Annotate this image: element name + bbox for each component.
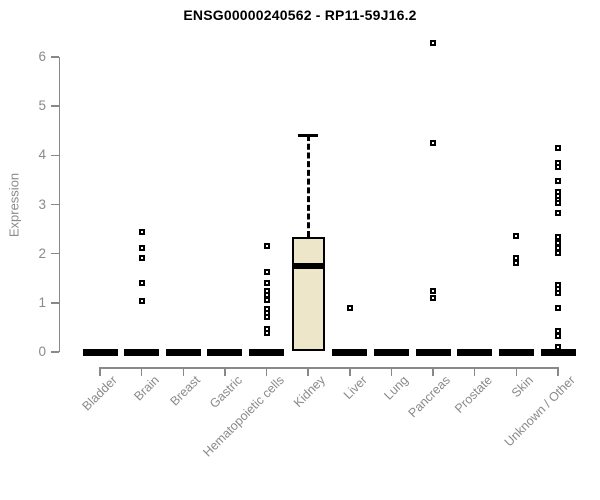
x-tick — [515, 367, 518, 376]
outlier-point — [555, 209, 561, 216]
x-tick — [390, 367, 393, 376]
outlier-point — [138, 297, 145, 304]
x-tick — [265, 367, 268, 376]
y-tick — [51, 154, 59, 157]
box — [291, 237, 325, 351]
x-tick — [140, 367, 143, 376]
outlier-point — [263, 280, 270, 287]
x-category-label: Pancreas — [405, 373, 453, 421]
x-category-label: Liver — [340, 373, 370, 403]
y-tick — [51, 105, 59, 107]
x-tick — [349, 367, 351, 376]
outlier-point — [138, 245, 145, 252]
collapsed-box-bar — [540, 348, 576, 356]
outlier-point — [555, 144, 561, 151]
outlier-point — [555, 239, 561, 246]
collapsed-box-bar — [415, 348, 451, 356]
y-tick — [51, 302, 59, 304]
y-tick-label: 3 — [38, 196, 46, 212]
y-tick-label: 1 — [38, 294, 46, 310]
y-tick-label: 6 — [38, 49, 46, 64]
outlier-point — [346, 304, 353, 311]
y-tick — [51, 56, 59, 58]
outlier-point — [263, 329, 270, 336]
x-tick — [557, 367, 559, 376]
collapsed-box-bar — [82, 348, 118, 356]
outlier-point — [555, 233, 561, 240]
y-tick-label: 0 — [38, 344, 46, 359]
x-axis-line — [100, 367, 558, 369]
whisker-line — [306, 135, 310, 238]
y-tick-label: 2 — [38, 245, 46, 261]
x-tick — [99, 367, 101, 376]
outlier-point — [138, 255, 145, 262]
outlier-point — [138, 229, 145, 236]
x-tick — [182, 367, 185, 376]
outlier-point — [555, 177, 561, 184]
x-tick — [473, 367, 476, 376]
collapsed-box-bar — [498, 348, 534, 356]
outlier-point — [263, 268, 270, 275]
outlier-point — [430, 288, 437, 295]
x-category-label: Prostate — [451, 373, 495, 416]
median-line — [291, 263, 325, 270]
whisker-cap — [298, 133, 319, 137]
x-tick — [224, 367, 226, 376]
outlier-point — [555, 290, 561, 296]
outlier-point — [513, 232, 520, 239]
y-tick — [51, 351, 59, 353]
y-tick — [51, 252, 59, 255]
x-tick — [432, 367, 434, 376]
outlier-point — [555, 333, 561, 340]
outlier-point — [263, 313, 270, 320]
collapsed-box-bar — [332, 348, 368, 356]
y-tick-label: 4 — [38, 147, 46, 163]
outlier-point — [555, 250, 561, 257]
collapsed-box-bar — [207, 348, 243, 356]
collapsed-box-bar — [249, 348, 285, 356]
x-category-label: Breast — [167, 373, 204, 409]
y-tick — [51, 203, 59, 206]
x-tick — [307, 367, 309, 376]
outlier-point — [555, 200, 561, 207]
collapsed-box-bar — [373, 348, 409, 356]
outlier-point — [138, 280, 145, 287]
x-category-label: Gastric — [206, 373, 245, 411]
outlier-point — [430, 140, 437, 147]
collapsed-box-bar — [165, 348, 201, 356]
collapsed-box-bar — [124, 348, 160, 356]
x-category-label: Kidney — [291, 373, 329, 410]
outlier-point — [513, 259, 520, 266]
y-axis-line — [58, 57, 60, 352]
outlier-point — [263, 296, 270, 303]
x-category-label: Brain — [130, 373, 162, 404]
outlier-point — [430, 40, 437, 47]
x-category-label: Skin — [509, 373, 537, 401]
outlier-point — [430, 294, 437, 301]
x-category-label: Hematopoietic cells — [199, 373, 287, 460]
x-category-label: Bladder — [79, 373, 120, 414]
x-category-label: Lung — [381, 373, 412, 403]
outlier-point — [555, 344, 561, 351]
outlier-point — [555, 164, 561, 171]
collapsed-box-bar — [457, 348, 493, 356]
outlier-point — [555, 304, 561, 311]
y-tick-label: 5 — [38, 98, 46, 114]
outlier-point — [263, 242, 270, 249]
chart-title: ENSG00000240562 - RP11-59J16.2 — [183, 7, 417, 23]
